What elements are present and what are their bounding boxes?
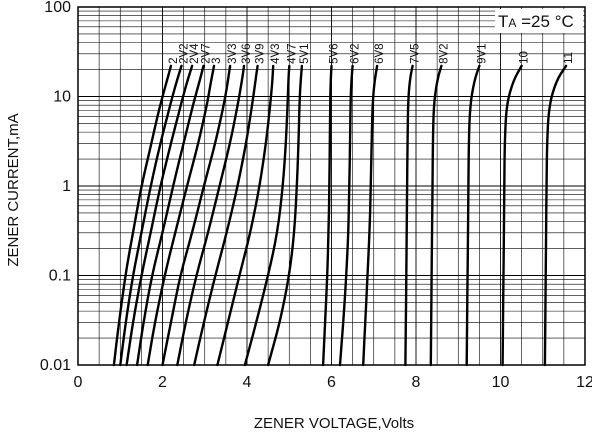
x-tick-label: 2 [158,374,167,391]
series-label-4V3: 4V3 [270,43,282,63]
series-label-6V2: 6V2 [350,43,362,63]
series-label-2V2: 2V2 [179,43,191,63]
y-tick-label: 100 [44,0,71,16]
zener-curve-6V2 [338,64,354,367]
series-label-8V2: 8V2 [438,43,450,63]
zener-curve-3V9 [193,64,259,367]
zener-curve-6V8 [362,64,379,367]
series-label-7V5: 7V5 [410,43,422,63]
temperature-annotation: TA =25 °C [495,9,583,33]
x-tick-label: 8 [412,374,421,391]
series-label-4V7: 4V7 [286,43,298,63]
y-tick-label: 10 [53,89,71,106]
zener-curve-10 [501,64,523,367]
y-tick-label: 0.01 [40,357,71,374]
zener-curve-3V6 [176,64,246,367]
annotation-prefix: T [498,12,508,31]
y-tick-label: 1 [62,178,71,195]
zener-curve-4V7 [243,64,291,367]
zener-curve-3 [146,64,216,367]
x-tick-label: 4 [243,374,252,391]
zener-curve-2V7 [135,64,205,367]
series-label-2V4: 2V4 [189,43,201,64]
series-label-5V6: 5V6 [329,43,341,63]
series-label-3V6: 3V6 [241,43,253,63]
zener-curve-3V3 [161,64,232,367]
x-tick-label: 12 [576,374,592,391]
zener-curve-7V5 [404,64,414,367]
annotation-rest: =25 °C [516,12,573,31]
annotation-subscript: A [508,16,516,30]
plot-frame [77,6,586,366]
curve-layer [112,64,568,367]
zener-curve-4V3 [216,64,275,367]
zener-curve-5V1 [266,64,304,367]
series-label-6V8: 6V8 [374,43,386,63]
series-label-3: 3 [211,57,223,63]
zener-curve-5V6 [321,64,333,367]
zener-curve-9V1 [465,64,481,367]
x-tick-label: 0 [74,374,83,391]
annotation-box [495,9,583,33]
x-tick-label: 6 [327,374,336,391]
series-label-10: 10 [519,51,531,64]
series-label-2: 2 [168,57,180,63]
zener-curve-2V4 [125,64,194,367]
series-label-9V1: 9V1 [476,43,488,63]
annotation-text: TA =25 °C [498,12,574,31]
zener-curve-8V2 [429,64,443,367]
zener-curve-2 [112,64,173,367]
y-axis-title: ZENER CURRENT,mA [5,113,22,266]
zener-curve-2V2 [119,64,183,367]
series-label-2V7: 2V7 [201,43,213,63]
zener-curve-11 [543,64,568,367]
y-tick-label: 0.1 [49,268,71,285]
series-label-5V1: 5V1 [299,43,311,63]
x-axis-title: ZENER VOLTAGE,Volts [254,415,414,432]
series-label-11: 11 [563,52,575,64]
series-label-3V9: 3V9 [255,43,267,63]
series-label-3V3: 3V3 [227,43,239,63]
x-tick-label: 10 [492,374,510,391]
